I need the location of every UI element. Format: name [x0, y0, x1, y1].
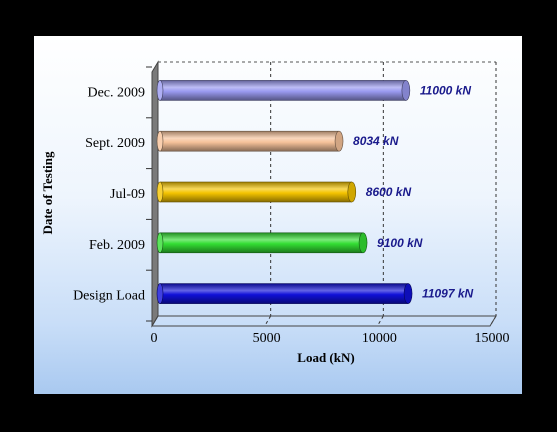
category-label: Feb. 2009: [89, 238, 145, 253]
gridline-floor: [376, 315, 384, 327]
x-tick-label: 10000: [362, 331, 397, 346]
x-tick-label: 0: [151, 331, 158, 346]
bar: [159, 283, 409, 304]
x-tick-label: 5000: [253, 331, 281, 346]
bar-start-cap: [156, 283, 164, 304]
x-axis-title: Load (kN): [297, 350, 354, 365]
data-label: 9100 kN: [377, 236, 423, 250]
y-axis-title: Date of Testing: [40, 151, 55, 235]
bar-start-cap: [156, 130, 164, 152]
bar-layer: [156, 80, 413, 304]
bar: [159, 80, 407, 101]
data-label: 8600 kN: [366, 185, 412, 199]
category-label: Sept. 2009: [85, 136, 145, 151]
data-label: 11000 kN: [420, 83, 471, 97]
bar-end-cap: [334, 130, 344, 152]
bar-end-cap: [358, 232, 368, 254]
x-tick-label: 15000: [475, 331, 510, 346]
label-layer: 0 5000 10000 15000 11097 kN Design Load 9100 k…: [73, 83, 509, 346]
bar-start-cap: [156, 232, 164, 254]
bar: [159, 181, 353, 203]
category-label: Design Load: [73, 289, 145, 304]
bar-start-cap: [156, 80, 164, 101]
bar-start-cap: [156, 181, 164, 203]
bar-end-cap: [401, 80, 411, 101]
bar-end-cap: [403, 283, 413, 304]
data-label: 11097 kN: [422, 287, 473, 301]
axis-layer: [146, 60, 497, 328]
category-label: Dec. 2009: [87, 85, 145, 100]
gridline-floor: [264, 315, 272, 327]
data-label: 8034 kN: [353, 134, 399, 148]
x-axis-floor: [151, 315, 497, 327]
category-label: Jul-09: [110, 187, 145, 202]
bar: [159, 232, 364, 254]
bar: [159, 130, 340, 152]
bar-end-cap: [347, 181, 357, 203]
